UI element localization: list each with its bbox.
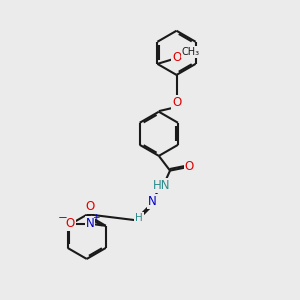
Text: O: O xyxy=(185,160,194,173)
Text: O: O xyxy=(172,51,181,64)
Text: O: O xyxy=(172,96,181,109)
Text: −: − xyxy=(58,211,68,224)
Text: N: N xyxy=(148,195,157,208)
Text: H: H xyxy=(135,213,143,223)
Text: N: N xyxy=(85,217,94,230)
Text: HN: HN xyxy=(153,179,170,192)
Text: +: + xyxy=(92,213,100,222)
Text: O: O xyxy=(66,217,75,230)
Text: CH₃: CH₃ xyxy=(182,47,200,57)
Text: O: O xyxy=(85,200,94,213)
